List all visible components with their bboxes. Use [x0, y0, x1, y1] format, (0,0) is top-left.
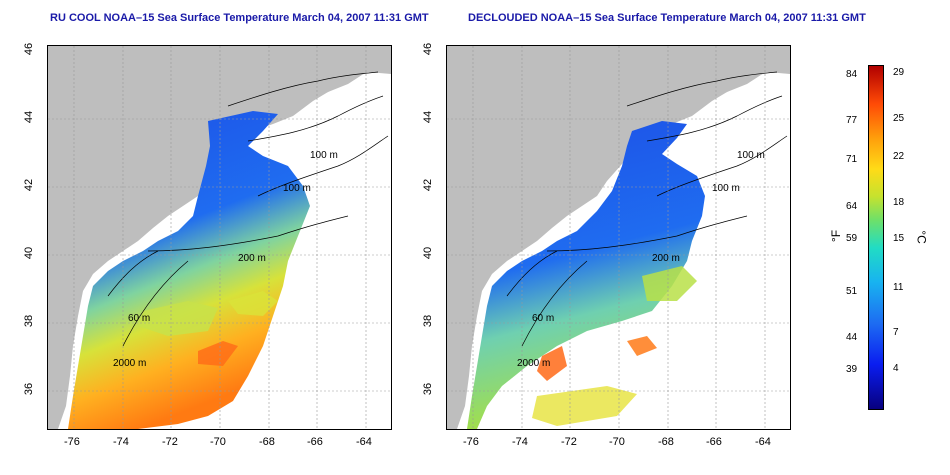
f-tick: 44 [846, 332, 858, 343]
y-tick: 40 [23, 246, 35, 260]
land-mass [48, 46, 391, 429]
x-tick: -74 [512, 436, 528, 448]
f-tick: 51 [846, 286, 858, 297]
f-tick: 59 [846, 233, 858, 244]
y-tick: 38 [422, 314, 434, 328]
x-tick: -66 [307, 436, 323, 448]
right-sst-map: 100 m 100 m 200 m 60 m 2000 m [446, 45, 791, 430]
f-tick: 84 [846, 69, 858, 80]
c-tick: 22 [893, 151, 905, 162]
celsius-unit-label: °C [914, 230, 929, 244]
y-tick: 44 [23, 110, 35, 124]
y-tick: 36 [422, 382, 434, 396]
c-tick: 18 [893, 197, 905, 208]
x-tick: -68 [658, 436, 674, 448]
y-tick: 36 [23, 382, 35, 396]
contour-label: 60 m [128, 313, 150, 324]
contour-label: 100 m [310, 150, 338, 161]
c-tick: 15 [893, 233, 905, 244]
left-map-title: RU COOL NOAA–15 Sea Surface Temperature … [50, 12, 429, 24]
x-tick: -64 [755, 436, 771, 448]
contour-label: 200 m [652, 253, 680, 264]
contour-label: 2000 m [517, 358, 550, 369]
contour-label: 200 m [238, 253, 266, 264]
f-tick: 71 [846, 154, 858, 165]
x-tick: -70 [609, 436, 625, 448]
sst-data-region [467, 121, 705, 429]
c-tick: 29 [893, 67, 905, 78]
contour-label: 100 m [283, 183, 311, 194]
f-tick: 64 [846, 201, 858, 212]
c-tick: 4 [893, 363, 899, 374]
x-tick: -74 [113, 436, 129, 448]
contour-label: 60 m [532, 313, 554, 324]
c-tick: 11 [893, 282, 904, 293]
x-tick: -70 [210, 436, 226, 448]
left-sst-map: 100 m 100 m 200 m 60 m 2000 m [47, 45, 392, 430]
right-map-canvas: 100 m 100 m 200 m 60 m 2000 m [447, 46, 790, 429]
y-tick: 42 [422, 178, 434, 192]
grid-lines [48, 46, 391, 429]
temperature-colorbar [868, 65, 884, 410]
left-map-canvas: 100 m 100 m 200 m 60 m 2000 m [48, 46, 391, 429]
f-tick: 77 [846, 115, 858, 126]
y-tick: 44 [422, 110, 434, 124]
x-tick: -72 [561, 436, 577, 448]
c-tick: 25 [893, 113, 905, 124]
x-tick: -68 [259, 436, 275, 448]
x-tick: -64 [356, 436, 372, 448]
grid-lines [447, 46, 790, 429]
contour-label: 2000 m [113, 358, 146, 369]
y-tick: 46 [23, 42, 35, 56]
x-tick: -72 [162, 436, 178, 448]
contour-label: 100 m [737, 150, 765, 161]
f-tick: 39 [846, 364, 858, 375]
right-map-title: DECLOUDED NOAA–15 Sea Surface Temperatur… [468, 12, 866, 24]
x-tick: -66 [706, 436, 722, 448]
land-mass [447, 46, 790, 429]
y-tick: 40 [422, 246, 434, 260]
y-tick: 38 [23, 314, 35, 328]
c-tick: 7 [893, 327, 899, 338]
y-tick: 46 [422, 42, 434, 56]
x-tick: -76 [64, 436, 80, 448]
fahrenheit-unit-label: °F [829, 229, 844, 243]
y-tick: 42 [23, 178, 35, 192]
sst-data-region [68, 111, 310, 429]
x-tick: -76 [463, 436, 479, 448]
contour-label: 100 m [712, 183, 740, 194]
